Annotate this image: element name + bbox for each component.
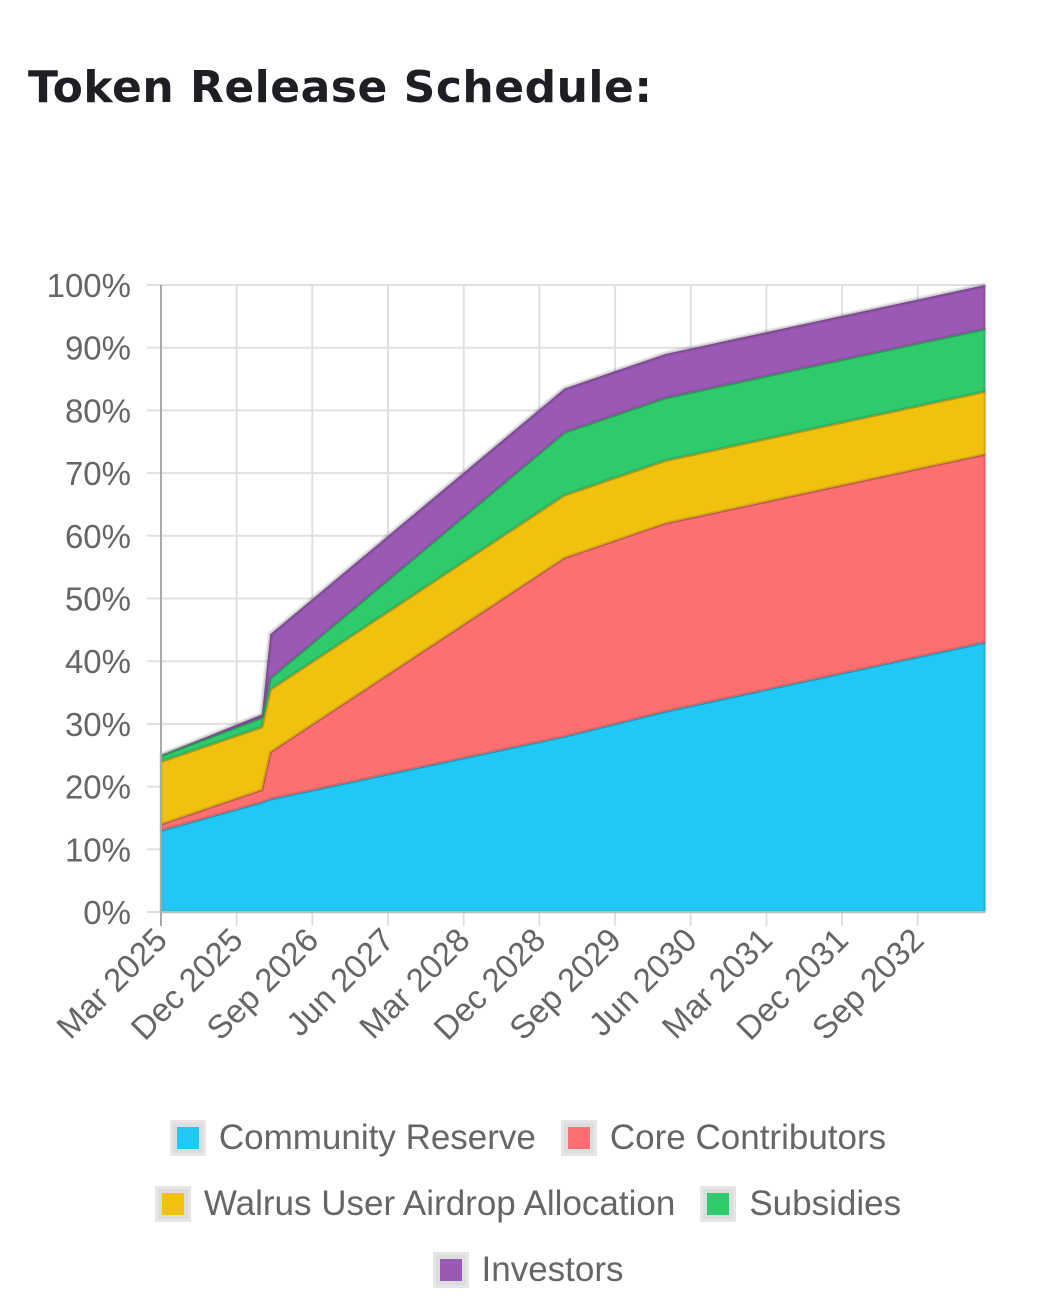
legend-item-investors[interactable]: Investors bbox=[435, 1250, 624, 1290]
legend-row: Walrus User Airdrop Allocation Subsidies bbox=[0, 1171, 1059, 1237]
legend-swatch bbox=[703, 1189, 734, 1219]
legend-swatch bbox=[157, 1189, 188, 1219]
legend-label: Walrus User Airdrop Allocation bbox=[203, 1184, 676, 1223]
token-release-area-chart: 0% 10% 20% 30% 40% 50% 60% 70% 80% 90% 100% Mar 20… bbox=[47, 267, 987, 1047]
legend-swatch bbox=[435, 1255, 466, 1285]
legend-item-walrus-user-airdrop-allocation[interactable]: Walrus User Airdrop Allocation bbox=[157, 1184, 676, 1224]
legend-swatch bbox=[172, 1123, 203, 1153]
y-tick-label: 20% bbox=[65, 769, 131, 806]
legend-label: Investors bbox=[481, 1250, 624, 1289]
y-tick-label: 40% bbox=[65, 643, 131, 680]
y-tick-label: 70% bbox=[65, 455, 131, 492]
y-tick-label: 0% bbox=[83, 894, 131, 931]
y-tick-label: 30% bbox=[65, 706, 131, 743]
legend-item-community-reserve[interactable]: Community Reserve bbox=[172, 1118, 536, 1158]
legend-label: Core Contributors bbox=[609, 1118, 887, 1157]
total-outline bbox=[159, 282, 986, 759]
chart-legend: Community Reserve Core Contributors Walrus… bbox=[0, 1105, 1059, 1303]
legend-row: Investors bbox=[0, 1237, 1059, 1303]
legend-swatch bbox=[563, 1123, 594, 1153]
y-tick-label: 10% bbox=[65, 831, 131, 868]
y-axis-tick-labels: 0% 10% 20% 30% 40% 50% 60% 70% 80% 90% 100% bbox=[47, 267, 131, 931]
legend-item-core-contributors[interactable]: Core Contributors bbox=[563, 1118, 887, 1158]
axes bbox=[160, 285, 985, 926]
y-tick-label: 100% bbox=[47, 267, 131, 304]
legend-item-subsidies[interactable]: Subsidies bbox=[703, 1184, 901, 1224]
legend-label: Subsidies bbox=[749, 1184, 902, 1223]
area-investors bbox=[159, 283, 987, 757]
y-tick-label: 90% bbox=[65, 330, 131, 367]
legend-row: Community Reserve Core Contributors bbox=[0, 1105, 1059, 1171]
y-tick-label: 50% bbox=[65, 581, 131, 618]
page-title: Token Release Schedule: bbox=[28, 62, 653, 113]
y-tick-label: 60% bbox=[65, 518, 131, 555]
legend-label: Community Reserve bbox=[218, 1118, 536, 1157]
y-tick-label: 80% bbox=[65, 392, 131, 429]
